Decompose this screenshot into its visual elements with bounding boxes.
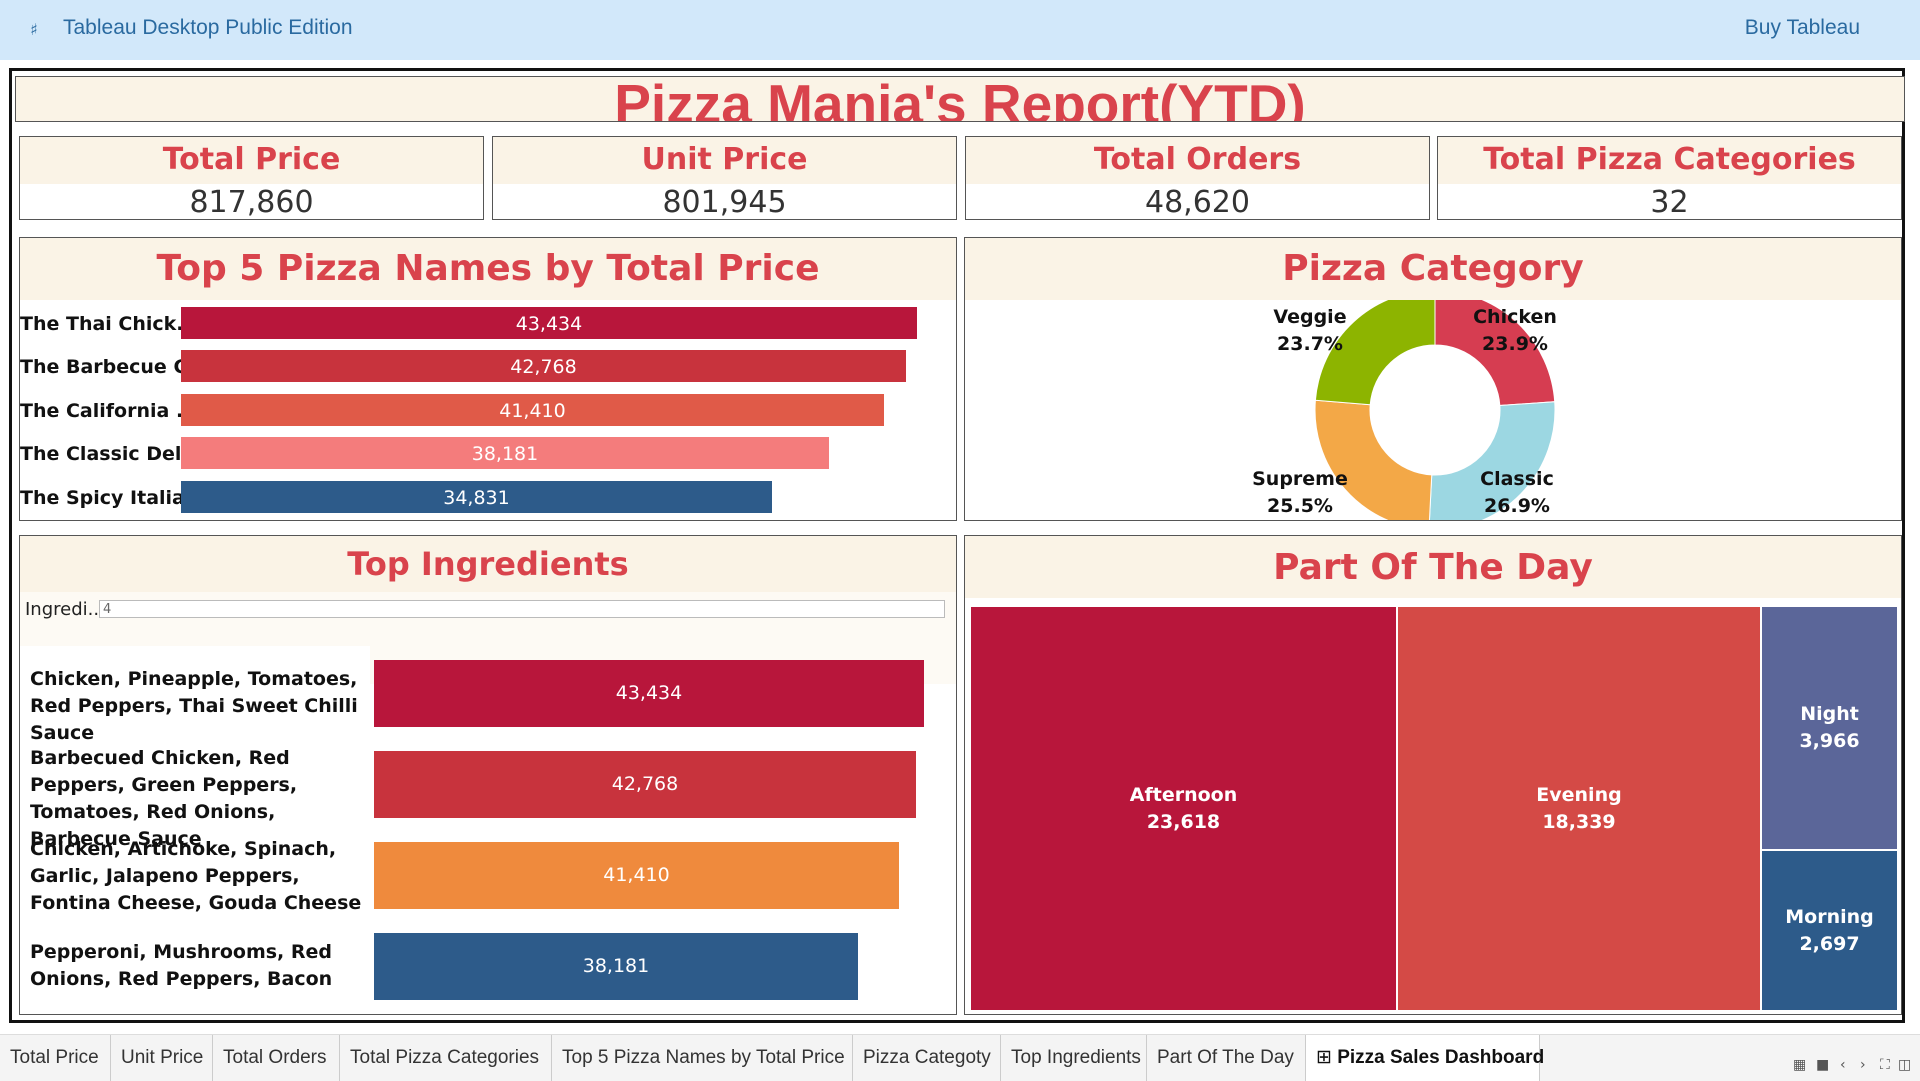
tile-night[interactable]: Night 3,966 (1761, 606, 1898, 850)
tile-afternoon[interactable]: Afternoon 23,618 (970, 606, 1397, 1011)
kpi-value: 801,945 (662, 185, 787, 220)
ingredient-label: Barbecued Chicken, Red Peppers, Green Pe… (30, 747, 298, 850)
bar-label: The California .. (20, 400, 191, 422)
bar-label: The Barbecue C.. (20, 356, 202, 378)
fullscreen-icon[interactable]: ⛶ (1880, 1057, 1890, 1073)
tile-evening[interactable]: Evening 18,339 (1397, 606, 1761, 1011)
donut-slice-veggie[interactable] (1314, 300, 1436, 406)
ingredient-bar[interactable]: 38,181 (374, 933, 858, 1000)
slice-label-supreme: Supreme 25.5% (1252, 468, 1348, 517)
bar-label: The Classic Del.. (20, 443, 196, 465)
buy-tableau-link[interactable]: Buy Tableau (1744, 16, 1860, 39)
kpi-total-categories[interactable]: Total Pizza Categories 32 (1437, 136, 1902, 220)
filter-label: Ingredi.. (25, 599, 100, 620)
top5-title: Top 5 Pizza Names by Total Price (20, 238, 956, 300)
kpi-label: Total Orders (966, 137, 1429, 184)
tab-total-orders[interactable]: Total Orders (213, 1035, 340, 1081)
tab-label: Pizza Sales Dashboard (1337, 1047, 1545, 1068)
donut-slice-chicken[interactable] (1434, 300, 1556, 407)
bar[interactable]: 41,410 (181, 394, 884, 426)
sheet-tab-bar: Total Price Unit Price Total Orders Tota… (0, 1034, 1920, 1081)
ingredient-bar[interactable]: 41,410 (374, 842, 899, 909)
tab-top5[interactable]: Top 5 Pizza Names by Total Price (552, 1035, 853, 1081)
slice-label-veggie: Veggie 23.7% (1273, 306, 1347, 355)
bar-label: The Spicy Italia.. (20, 487, 200, 509)
kpi-label: Total Pizza Categories (1438, 137, 1901, 184)
tab-total-pizza-categories[interactable]: Total Pizza Categories (340, 1035, 552, 1081)
bar[interactable]: 34,831 (181, 481, 772, 513)
ingredients-panel: Top Ingredients Ingredi.. 4 Chicken, Pin… (19, 535, 957, 1015)
kpi-label: Total Price (20, 137, 483, 184)
kpi-total-orders[interactable]: Total Orders 48,620 (965, 136, 1430, 220)
ingredient-label: Pepperoni, Mushrooms, Red Onions, Red Pe… (30, 941, 333, 990)
dashboard-title: Pizza Mania's Report(YTD) (614, 76, 1306, 122)
bar-label: The Thai Chick.. (20, 313, 191, 335)
bar[interactable]: 43,434 (181, 307, 917, 339)
ingredient-bar[interactable]: 42,768 (374, 751, 916, 818)
donut-slice-classic[interactable] (1428, 401, 1556, 521)
app-title: Tableau Desktop Public Edition (63, 16, 353, 39)
donut-chart[interactable] (1310, 300, 1560, 521)
ingredient-label: Chicken, Artichoke, Spinach, Garlic, Jal… (30, 838, 362, 914)
next-sheet-icon[interactable]: › (1860, 1057, 1866, 1073)
prev-sheet-icon[interactable]: ‹ (1840, 1057, 1846, 1073)
tab-pizza-sales-dashboard[interactable]: ⊞ Pizza Sales Dashboard (1306, 1035, 1544, 1081)
tab-part-of-day[interactable]: Part Of The Day (1147, 1035, 1306, 1081)
tab-unit-price[interactable]: Unit Price (111, 1035, 213, 1081)
bar[interactable]: 38,181 (181, 437, 829, 469)
donut-slice-supreme[interactable] (1314, 399, 1433, 521)
tab-top-ingredients[interactable]: Top Ingredients (1001, 1035, 1147, 1081)
tab-pizza-category[interactable]: Pizza Categoty (853, 1035, 1001, 1081)
category-title: Pizza Category (965, 238, 1901, 300)
kpi-value: 817,860 (189, 185, 314, 220)
bar[interactable]: 42,768 (181, 350, 906, 382)
dashboard-title-box: Pizza Mania's Report(YTD) (15, 76, 1905, 122)
kpi-total-price[interactable]: Total Price 817,860 (19, 136, 484, 220)
tile-morning[interactable]: Morning 2,697 (1761, 850, 1898, 1011)
kpi-label: Unit Price (493, 137, 956, 184)
category-panel: Pizza Category Chicken 23.9% Classic 26.9%… (964, 237, 1902, 521)
filter-input[interactable]: 4 (99, 600, 945, 618)
kpi-value: 32 (1650, 185, 1689, 220)
app-header: ♯ Tableau Desktop Public Edition Buy Tab… (0, 0, 1920, 60)
ingredient-label: Chicken, Pineapple, Tomatoes, Red Pepper… (30, 668, 358, 744)
top5-panel: Top 5 Pizza Names by Total Price The Tha… (19, 237, 957, 521)
kpi-value: 48,620 (1145, 185, 1250, 220)
ingredients-title: Top Ingredients (20, 536, 956, 592)
tab-total-price[interactable]: Total Price (0, 1035, 111, 1081)
part-of-day-panel: Part Of The Day Afternoon 23,618 Evening 1… (964, 535, 1902, 1015)
kpi-unit-price[interactable]: Unit Price 801,945 (492, 136, 957, 220)
filmstrip-icon[interactable]: ■ (1816, 1057, 1830, 1073)
slice-label-classic: Classic 26.9% (1480, 468, 1554, 517)
labels-area (20, 646, 370, 1014)
presentation-icon[interactable]: ◫ (1898, 1057, 1912, 1073)
part-of-day-title: Part Of The Day (965, 536, 1901, 598)
grid-view-icon[interactable]: ▦ (1793, 1057, 1807, 1073)
slice-label-chicken: Chicken 23.9% (1473, 306, 1557, 355)
megaphone-icon: ♯ (30, 20, 38, 39)
ingredient-bar[interactable]: 43,434 (374, 660, 924, 727)
dashboard-icon: ⊞ (1316, 1047, 1332, 1068)
